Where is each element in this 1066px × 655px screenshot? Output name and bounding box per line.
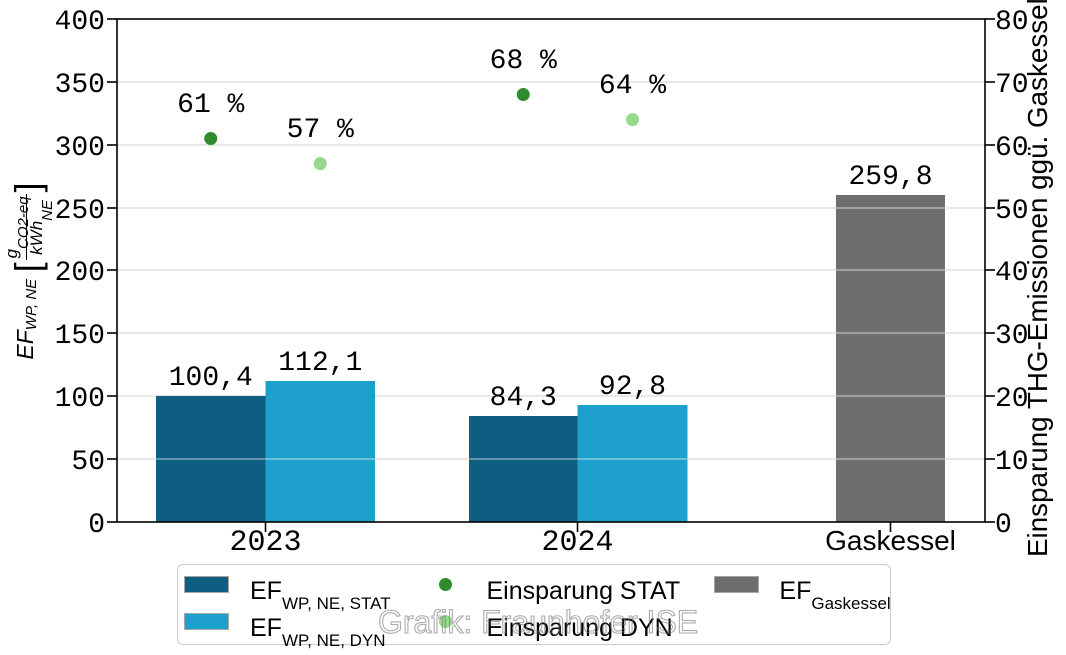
svg-text:350: 350 [55,70,105,101]
svg-text:Gaskessel: Gaskessel [825,525,956,556]
svg-text:50: 50 [71,447,105,478]
svg-text:84,3: 84,3 [490,383,557,414]
svg-text:57 %: 57 % [287,115,354,146]
svg-text:400: 400 [55,7,105,38]
svg-text:0: 0 [995,510,1012,541]
svg-text:0: 0 [88,510,105,541]
svg-text:200: 200 [55,258,105,289]
svg-text:2023: 2023 [229,526,301,560]
svg-text:92,8: 92,8 [599,372,666,403]
svg-text:64 %: 64 % [599,71,666,102]
svg-text:112,1: 112,1 [278,348,362,379]
svg-text:68 %: 68 % [490,46,557,77]
svg-text:150: 150 [55,321,105,352]
svg-text:100,4: 100,4 [169,363,253,394]
svg-text:61 %: 61 % [177,90,244,121]
svg-text:259,8: 259,8 [848,162,932,193]
svg-text:100: 100 [55,384,105,415]
svg-text:250: 250 [55,196,105,227]
svg-text:2024: 2024 [541,526,613,560]
svg-text:300: 300 [55,133,105,164]
